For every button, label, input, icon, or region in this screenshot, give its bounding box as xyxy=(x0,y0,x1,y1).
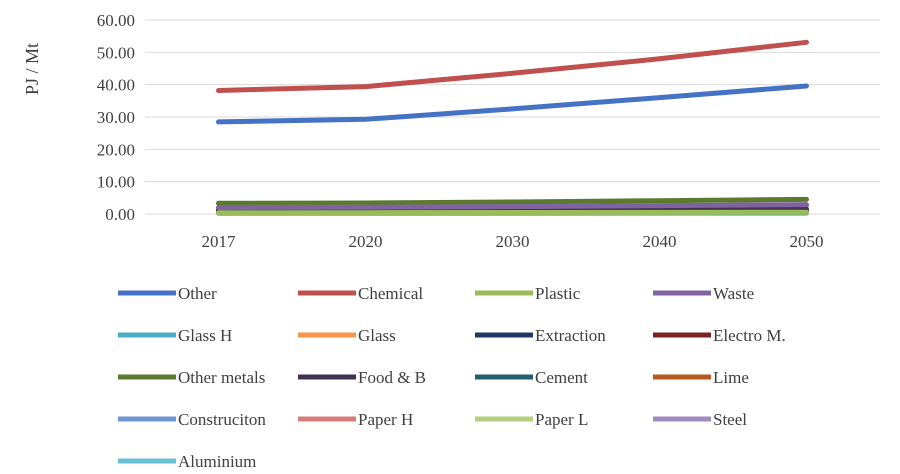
legend-label: Waste xyxy=(713,284,754,303)
legend-label: Aluminium xyxy=(178,452,256,471)
legend-label: Glass H xyxy=(178,326,232,345)
legend-label: Electro M. xyxy=(713,326,786,345)
legend: Other Chemical Plastic Waste Glass H Glass Ext… xyxy=(118,284,786,471)
legend-item-steel: Steel xyxy=(653,410,747,429)
y-axis-title: PJ / Mt xyxy=(22,43,42,95)
y-tick-label: 60.00 xyxy=(97,11,135,30)
series-line-waste xyxy=(216,202,809,210)
legend-label: Other xyxy=(178,284,217,303)
legend-item-glass-h: Glass H xyxy=(118,326,232,345)
legend-item-lime: Lime xyxy=(653,368,749,387)
legend-item-cement: Cement xyxy=(475,368,588,387)
y-tick-label: 40.00 xyxy=(97,76,135,95)
x-tick-label: 2017 xyxy=(202,232,237,251)
legend-label: Plastic xyxy=(535,284,581,303)
legend-item-chemical: Chemical xyxy=(298,284,423,303)
x-tick-label: 2020 xyxy=(349,232,383,251)
legend-item-aluminium: Aluminium xyxy=(118,452,256,471)
series-lines xyxy=(216,39,809,216)
y-tick-label: 0.00 xyxy=(105,205,135,224)
legend-item-food-b: Food & B xyxy=(298,368,426,387)
legend-item-glass: Glass xyxy=(298,326,396,345)
legend-label: Construciton xyxy=(178,410,266,429)
legend-item-other-metals: Other metals xyxy=(118,368,265,387)
x-tick-label: 2050 xyxy=(790,232,824,251)
legend-item-extraction: Extraction xyxy=(475,326,606,345)
legend-label: Extraction xyxy=(535,326,606,345)
legend-item-plastic: Plastic xyxy=(475,284,581,303)
legend-item-paper-h: Paper H xyxy=(298,410,413,429)
legend-label: Lime xyxy=(713,368,749,387)
legend-label: Food & B xyxy=(358,368,426,387)
legend-item-construciton: Construciton xyxy=(118,410,266,429)
legend-item-other: Other xyxy=(118,284,217,303)
series-line-other-metals xyxy=(216,196,809,206)
y-axis-tick-labels: 0.00 10.00 20.00 30.00 40.00 50.00 60.00 xyxy=(97,11,135,224)
legend-item-electro-m: Electro M. xyxy=(653,326,786,345)
legend-label: Cement xyxy=(535,368,588,387)
legend-label: Steel xyxy=(713,410,747,429)
series-line-other xyxy=(216,83,809,125)
legend-item-paper-l: Paper L xyxy=(475,410,588,429)
legend-label: Paper H xyxy=(358,410,413,429)
y-tick-label: 20.00 xyxy=(97,140,135,159)
legend-label: Paper L xyxy=(535,410,588,429)
x-tick-label: 2030 xyxy=(496,232,530,251)
gridlines xyxy=(145,19,880,215)
x-tick-label: 2040 xyxy=(643,232,677,251)
y-tick-label: 30.00 xyxy=(97,108,135,127)
series-line-plastic xyxy=(216,209,809,216)
x-axis-tick-labels: 2017 2020 2030 2040 2050 xyxy=(202,232,824,251)
legend-item-waste: Waste xyxy=(653,284,754,303)
legend-label: Other metals xyxy=(178,368,265,387)
y-tick-label: 50.00 xyxy=(97,43,135,62)
legend-label: Glass xyxy=(358,326,396,345)
legend-label: Chemical xyxy=(358,284,423,303)
series-line-chemical xyxy=(216,39,809,93)
y-tick-label: 10.00 xyxy=(97,173,135,192)
